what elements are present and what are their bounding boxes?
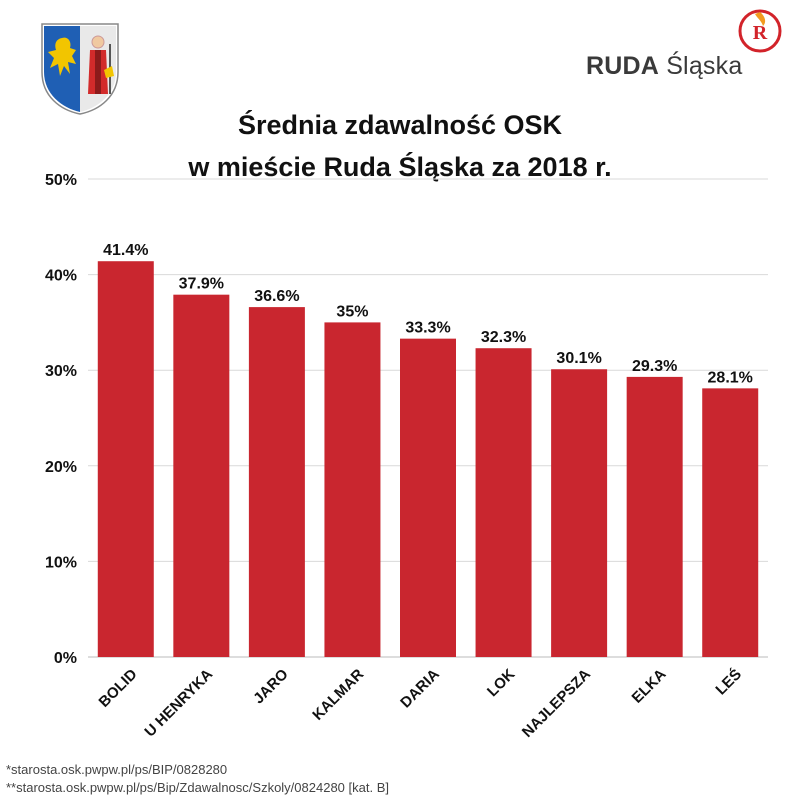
data-label: 30.1% (556, 350, 601, 367)
bar (173, 294, 230, 657)
x-tick-label: JARO (250, 666, 292, 708)
bar (324, 322, 381, 657)
ruda-slaska-logo-icon: R (738, 9, 782, 53)
chart-title-line-2: w mieście Ruda Śląska za 2018 r. (188, 152, 612, 182)
x-tick-label: U HENRYKA (141, 666, 216, 741)
data-label: 29.3% (632, 358, 677, 375)
footnote-1: *starosta.osk.pwpw.pl/ps/BIP/0828280 (6, 762, 228, 777)
brand-name: RUDA Śląska (586, 52, 742, 81)
y-tick-label: 40% (45, 268, 77, 285)
x-tick-label: ELKA (629, 666, 670, 707)
logo-letter: R (753, 22, 768, 44)
data-label: 41.4% (103, 242, 148, 259)
x-tick-label: DARIA (397, 666, 443, 712)
x-tick-label: NAJLEPSZA (519, 666, 594, 741)
data-label: 36.6% (254, 288, 299, 305)
bar (400, 338, 456, 657)
y-tick-label: 10% (45, 554, 77, 571)
x-tick-label: LEŚ (712, 665, 745, 698)
footnote-2: **starosta.osk.pwpw.pl/ps/Bip/Zdawalnosc… (6, 780, 389, 795)
bar (248, 307, 305, 657)
data-label: 35% (336, 303, 368, 320)
data-label: 28.1% (708, 369, 753, 386)
bar (702, 388, 759, 657)
bar (626, 376, 683, 657)
chart-title: Średnia zdawalność OSK w mieście Ruda Śl… (100, 104, 700, 188)
x-tick-label: LOK (484, 666, 519, 701)
bar (97, 261, 154, 657)
bar (551, 369, 608, 657)
y-tick-label: 30% (45, 363, 77, 380)
x-tick-label: BOLID (96, 666, 141, 711)
data-label: 37.9% (179, 276, 224, 293)
chart-title-line-1: Średnia zdawalność OSK (237, 110, 563, 140)
y-tick-label: 0% (54, 650, 77, 667)
brand-name-bold: RUDA (586, 52, 660, 80)
y-tick-label: 20% (45, 459, 77, 476)
data-label: 32.3% (481, 329, 526, 346)
x-tick-label: KALMAR (309, 666, 367, 724)
bar (475, 348, 532, 657)
city-coat-of-arms-icon (41, 23, 119, 115)
brand-name-regular: Śląska (666, 52, 743, 80)
y-tick-label: 50% (45, 172, 77, 189)
data-label: 33.3% (405, 320, 450, 337)
